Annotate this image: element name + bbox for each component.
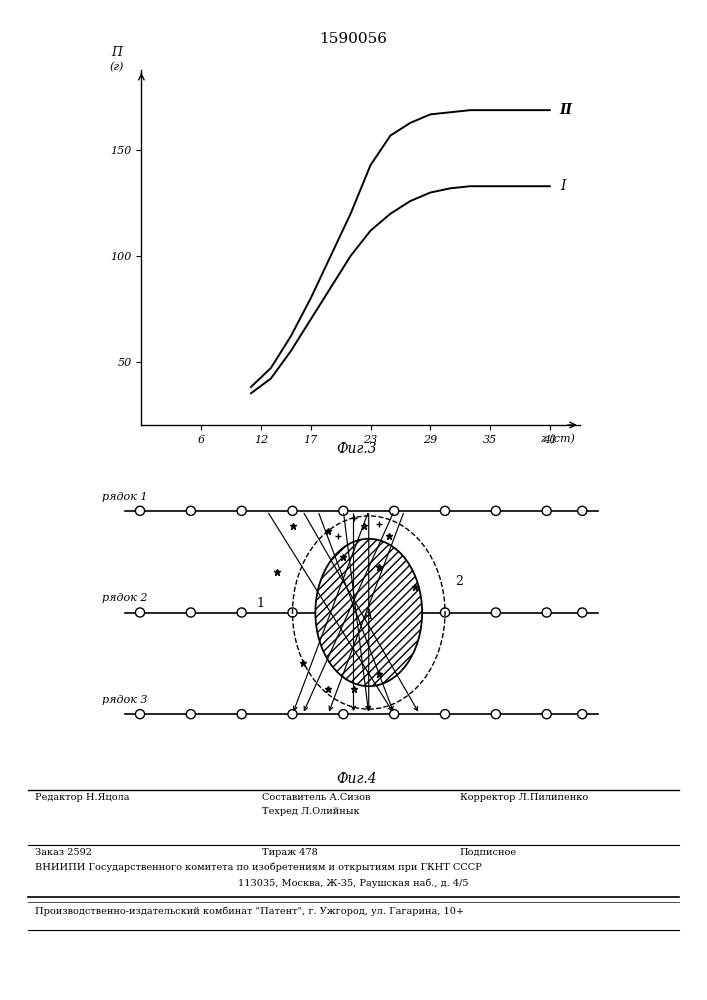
Circle shape bbox=[237, 506, 246, 515]
Circle shape bbox=[136, 608, 144, 617]
Text: рядок 3: рядок 3 bbox=[102, 695, 147, 705]
Circle shape bbox=[390, 608, 399, 617]
Circle shape bbox=[288, 608, 297, 617]
Circle shape bbox=[288, 710, 297, 719]
Circle shape bbox=[578, 710, 587, 719]
Text: z (cm): z (cm) bbox=[540, 433, 575, 444]
Text: Редактор Н.Яцола: Редактор Н.Яцола bbox=[35, 793, 130, 802]
Text: Заказ 2592: Заказ 2592 bbox=[35, 848, 93, 857]
Text: рядок 1: рядок 1 bbox=[102, 492, 147, 502]
Text: Производственно-издательский комбинат "Патент", г. Ужгород, ул. Гагарина, 10+: Производственно-издательский комбинат "П… bbox=[35, 907, 464, 916]
Text: II: II bbox=[560, 103, 573, 117]
Circle shape bbox=[237, 710, 246, 719]
Circle shape bbox=[491, 506, 501, 515]
Text: Фиг.3: Фиг.3 bbox=[337, 442, 378, 456]
Text: 2: 2 bbox=[455, 575, 463, 588]
Circle shape bbox=[339, 710, 348, 719]
Text: I: I bbox=[560, 179, 566, 193]
Circle shape bbox=[491, 710, 501, 719]
Circle shape bbox=[578, 608, 587, 617]
Text: Фиг.4: Фиг.4 bbox=[337, 772, 378, 786]
Circle shape bbox=[136, 506, 144, 515]
Text: Составитель А.Сизов: Составитель А.Сизов bbox=[262, 793, 370, 802]
Circle shape bbox=[186, 710, 195, 719]
Circle shape bbox=[491, 608, 501, 617]
Text: 1590056: 1590056 bbox=[320, 32, 387, 46]
Ellipse shape bbox=[315, 539, 422, 686]
Text: Корректор Л.Пилипенко: Корректор Л.Пилипенко bbox=[460, 793, 588, 802]
Text: 113035, Москва, Ж-35, Раушская наб., д. 4/5: 113035, Москва, Ж-35, Раушская наб., д. … bbox=[238, 878, 469, 888]
Circle shape bbox=[440, 506, 450, 515]
Circle shape bbox=[339, 608, 348, 617]
Circle shape bbox=[186, 506, 195, 515]
Circle shape bbox=[237, 608, 246, 617]
Circle shape bbox=[578, 506, 587, 515]
Text: Подписное: Подписное bbox=[460, 848, 517, 857]
Text: Тираж 478: Тираж 478 bbox=[262, 848, 317, 857]
Circle shape bbox=[288, 506, 297, 515]
Text: (г): (г) bbox=[110, 62, 124, 72]
Circle shape bbox=[440, 710, 450, 719]
Text: A: A bbox=[364, 609, 373, 622]
Circle shape bbox=[542, 710, 551, 719]
Circle shape bbox=[339, 506, 348, 515]
Circle shape bbox=[542, 608, 551, 617]
Text: 1: 1 bbox=[257, 597, 265, 610]
Text: ВНИИПИ Государственного комитета по изобретениям и открытиям при ГКНТ СССР: ВНИИПИ Государственного комитета по изоб… bbox=[35, 863, 482, 872]
Text: П: П bbox=[111, 46, 122, 59]
Circle shape bbox=[390, 710, 399, 719]
Circle shape bbox=[440, 608, 450, 617]
Circle shape bbox=[542, 506, 551, 515]
Circle shape bbox=[136, 710, 144, 719]
Text: Техред Л.Олийнык: Техред Л.Олийнык bbox=[262, 807, 359, 816]
Circle shape bbox=[390, 506, 399, 515]
Circle shape bbox=[186, 608, 195, 617]
Text: рядок 2: рядок 2 bbox=[102, 593, 147, 603]
